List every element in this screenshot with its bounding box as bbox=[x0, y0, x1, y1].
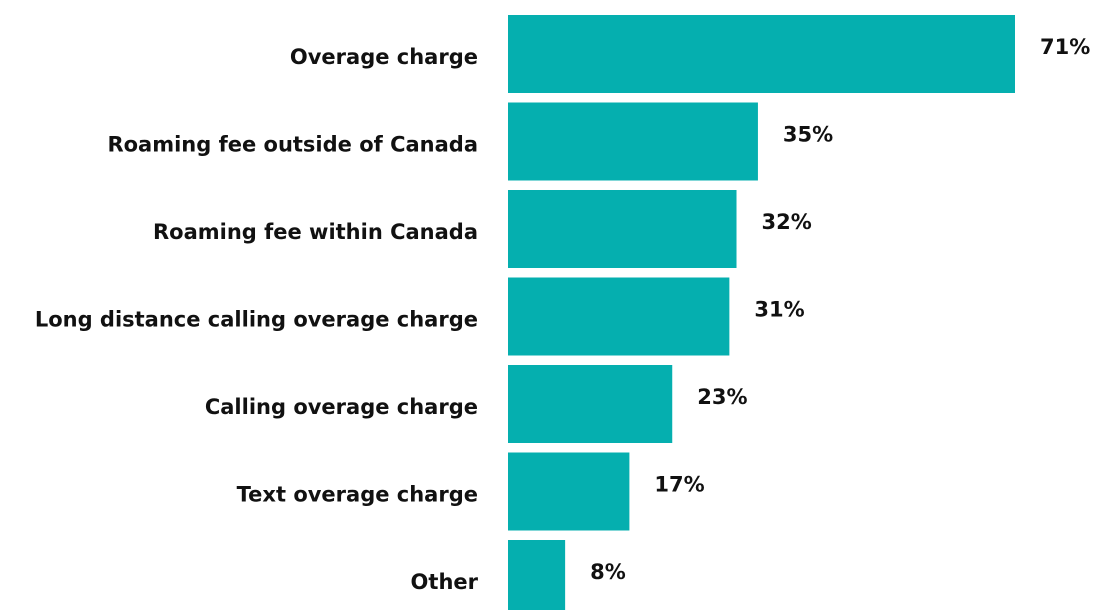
bar bbox=[508, 15, 1015, 93]
value-label: 31% bbox=[754, 298, 804, 322]
value-label: 17% bbox=[654, 473, 704, 497]
category-label: Text overage charge bbox=[237, 483, 478, 507]
category-label: Overage charge bbox=[290, 45, 478, 69]
bar bbox=[508, 365, 673, 443]
value-label: 32% bbox=[762, 210, 812, 234]
value-label: 8% bbox=[590, 560, 626, 584]
category-label: Calling overage charge bbox=[205, 395, 478, 419]
value-label: 71% bbox=[1040, 35, 1090, 59]
category-label: Other bbox=[411, 570, 479, 594]
category-label: Long distance calling overage charge bbox=[35, 308, 478, 332]
bar bbox=[508, 540, 566, 610]
category-label: Roaming fee outside of Canada bbox=[107, 133, 478, 157]
bar bbox=[508, 277, 730, 356]
bar bbox=[508, 102, 758, 181]
value-label: 23% bbox=[697, 385, 747, 409]
category-label: Roaming fee within Canada bbox=[153, 220, 478, 244]
value-label: 35% bbox=[783, 123, 833, 147]
bar bbox=[508, 452, 630, 531]
bar bbox=[508, 190, 737, 268]
